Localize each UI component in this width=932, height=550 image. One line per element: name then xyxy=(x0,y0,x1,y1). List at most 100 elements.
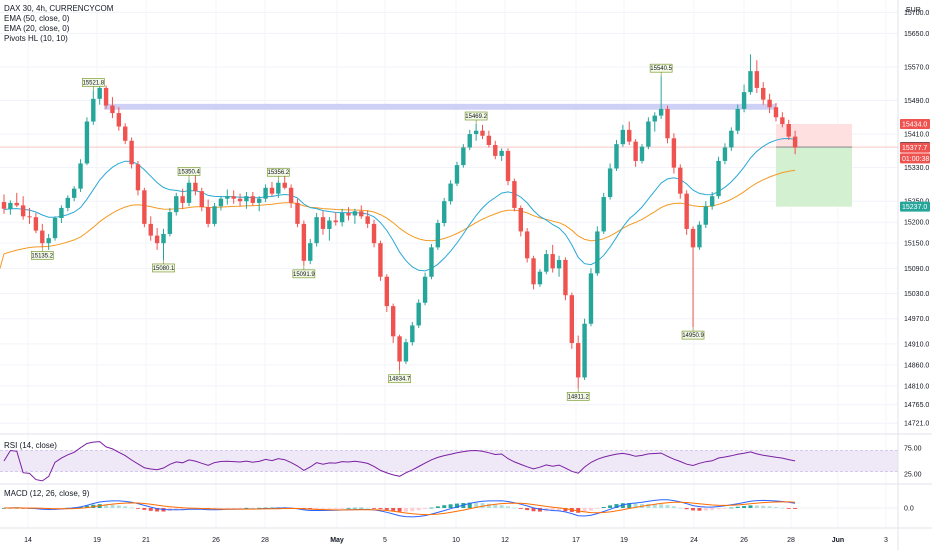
rsi-pane xyxy=(0,441,898,482)
macd-histogram-bar xyxy=(423,508,428,509)
candles xyxy=(1,54,798,389)
candle xyxy=(780,112,785,128)
candle-body xyxy=(65,197,70,208)
macd-histogram-bar xyxy=(155,508,160,512)
candle-body xyxy=(722,147,728,161)
candle-body xyxy=(569,295,575,344)
candle-body xyxy=(320,217,326,229)
candle-body xyxy=(8,202,13,209)
macd-label[interactable]: MACD (12, 26, close, 9) xyxy=(4,489,90,498)
pivot-label: 14834.7 xyxy=(388,370,411,384)
candle-body xyxy=(544,254,549,272)
ema50-path xyxy=(0,169,796,269)
macd-histogram-bar xyxy=(391,508,396,511)
candle-body xyxy=(167,212,173,234)
price-tag-text: 15237.0 xyxy=(902,204,927,211)
candle xyxy=(205,199,211,228)
candle xyxy=(397,334,402,371)
ema50-line xyxy=(0,169,796,269)
candle-body xyxy=(786,124,791,137)
candle xyxy=(212,202,217,227)
candle xyxy=(301,220,307,266)
candle xyxy=(792,130,798,155)
pivot-box xyxy=(388,374,411,384)
price-tick-label: 14970.0 xyxy=(904,316,929,323)
candle-body xyxy=(690,228,696,248)
time-tick-label: May xyxy=(330,537,344,544)
candle-body xyxy=(205,207,211,224)
macd-histogram-bar xyxy=(467,502,472,508)
candle xyxy=(627,121,632,145)
candle xyxy=(544,249,549,275)
candle xyxy=(65,195,70,212)
macd-histogram-bar xyxy=(761,505,766,508)
candle-body xyxy=(359,211,364,217)
candle-body xyxy=(161,233,166,244)
price-tick-label: 15490.0 xyxy=(904,98,929,105)
candle-body xyxy=(295,202,300,224)
price-tag-bg xyxy=(900,153,930,164)
macd-histogram-bar xyxy=(397,508,402,512)
candle-body xyxy=(212,206,217,224)
candle-body xyxy=(1,202,7,209)
candle-body xyxy=(792,136,798,148)
macd-histogram-bar xyxy=(435,506,440,508)
macd-histogram-bar xyxy=(244,507,249,509)
legend-ema50[interactable]: EMA (50, close, 0) xyxy=(4,14,70,23)
candle xyxy=(709,191,715,210)
grid-lines xyxy=(0,0,898,528)
pivot-value: 15469.2 xyxy=(465,114,487,120)
candle xyxy=(237,193,243,207)
short-position-tool[interactable] xyxy=(0,124,898,207)
candle xyxy=(46,233,51,250)
resistance-zone[interactable] xyxy=(104,103,776,110)
pivot-box xyxy=(267,167,290,177)
macd-histogram-bar xyxy=(110,504,115,508)
legend-ema20[interactable]: EMA (20, close, 0) xyxy=(4,24,70,33)
macd-histogram-bar xyxy=(512,507,517,509)
legend-symbol[interactable]: DAX 30, 4h, CURRENCYCOM xyxy=(4,4,114,13)
candle-body xyxy=(729,130,734,148)
candle xyxy=(257,196,262,212)
macd-histogram-bar xyxy=(359,507,364,509)
macd-histogram-bar xyxy=(729,507,734,509)
macd-histogram-bar xyxy=(620,503,625,508)
candle xyxy=(754,60,760,93)
pivot-label: 15091.9 xyxy=(292,265,315,279)
macd-histogram-bar xyxy=(601,506,606,508)
macd-histogram-bar xyxy=(582,508,587,513)
candle-body xyxy=(327,220,332,229)
macd-histogram-bar xyxy=(557,508,562,511)
candle xyxy=(582,318,587,380)
candle xyxy=(448,180,453,205)
candle xyxy=(786,119,791,140)
time-tick-label: 5 xyxy=(383,537,387,544)
time-tick-label: 10 xyxy=(452,537,460,544)
candle xyxy=(320,211,326,235)
candle-body xyxy=(365,216,370,224)
candle xyxy=(218,196,224,211)
macd-histogram-bar xyxy=(722,508,727,509)
candle xyxy=(308,238,313,265)
candle xyxy=(722,143,728,165)
candle-body xyxy=(40,230,45,244)
candle xyxy=(167,207,173,237)
candle xyxy=(767,93,772,114)
candle xyxy=(639,144,645,164)
candle xyxy=(123,123,128,145)
candle-body xyxy=(352,211,358,216)
candle xyxy=(148,216,153,241)
candle xyxy=(276,180,281,198)
macd-histogram-bar xyxy=(314,508,319,509)
candle-body xyxy=(123,126,128,141)
candle xyxy=(186,179,192,207)
candle-body xyxy=(199,191,204,208)
candle-body xyxy=(563,259,568,296)
rsi-label[interactable]: RSI (14, close) xyxy=(4,441,57,450)
candle-body xyxy=(442,201,447,224)
rsi-tick: 25.00 xyxy=(904,472,922,479)
candle xyxy=(371,219,377,248)
legend-pivots[interactable]: Pivots HL (10, 10) xyxy=(4,34,68,43)
candle-body xyxy=(97,87,102,99)
